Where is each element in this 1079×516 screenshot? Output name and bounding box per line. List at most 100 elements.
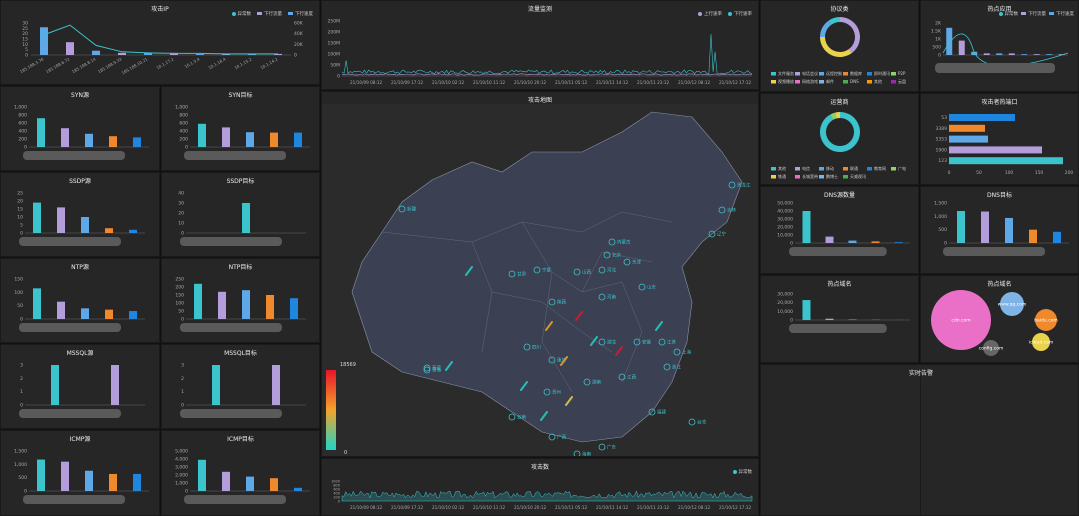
bar	[996, 53, 1003, 55]
y-tick-label: 0	[24, 489, 27, 495]
legend-label: 铁通	[778, 173, 786, 179]
legend-item[interactable]: 下行速度	[288, 11, 313, 17]
ssdp-src-panel: SSDP源 25 20 15 10 5 0	[0, 172, 160, 257]
city-marker	[638, 283, 646, 291]
ntp-dst-panel: NTP目标 250 200 150 100 50 0	[161, 258, 320, 343]
city-marker	[673, 348, 681, 356]
donut-slice	[820, 20, 832, 37]
y-tick-label: 500	[938, 227, 947, 233]
x-tick-label: 21/10/12 17:12	[719, 505, 752, 510]
syn-src-title: SYN源	[71, 92, 89, 99]
city-label: 陕西	[557, 299, 566, 306]
bar	[57, 301, 65, 319]
y-tick-label: 1,000	[175, 481, 188, 487]
bar	[294, 132, 302, 147]
y2-tick-label: 0	[294, 53, 297, 59]
bar	[105, 309, 113, 319]
live-alert-panel: 实时告警	[760, 364, 1079, 516]
ssdp-src-title: SSDP源	[69, 178, 91, 185]
bar	[61, 128, 69, 147]
legend-swatch	[795, 167, 800, 171]
bubble-label: config.com	[979, 346, 1004, 352]
ntp-src-title: NTP源	[71, 264, 89, 271]
x-tick-label: 21/10/10 02:12	[432, 80, 465, 85]
speed-line	[43, 24, 278, 55]
y-tick-label: 20	[178, 211, 184, 217]
x-tick-label: 100	[1005, 170, 1014, 176]
domain-bubble	[1035, 309, 1057, 331]
bar	[40, 27, 48, 55]
y-tick-label: 200	[175, 285, 184, 291]
legend-item[interactable]: 下行速度	[1049, 11, 1074, 17]
y-tick-label: 30,000	[777, 217, 793, 223]
y-tick-label: 500	[932, 45, 941, 51]
y-tick-label: 150	[14, 277, 23, 283]
legend-swatch	[843, 167, 848, 171]
bubble-label: www.qq.com	[998, 303, 1027, 308]
y-tick-label: 50	[178, 309, 184, 315]
y-tick-label: 25	[17, 191, 23, 197]
ssdp-src-chart: 25 20 15 10 5 0	[17, 191, 145, 246]
y-tick-label: 1,500	[934, 201, 947, 207]
legend-item[interactable]: 异常数	[231, 11, 251, 17]
top-app-title: 热点应用	[987, 6, 1012, 13]
city-marker	[598, 443, 606, 451]
bar	[111, 365, 119, 405]
legend-item[interactable]: 异常数	[732, 469, 752, 475]
x-tick-label: 50	[976, 170, 982, 176]
legend-item[interactable]: 下行流量	[257, 11, 282, 17]
legend-label: 其他	[874, 78, 882, 84]
bar	[109, 473, 117, 491]
bar	[222, 471, 230, 491]
redacted-labels	[935, 63, 1055, 73]
legend-item[interactable]: 下行流量	[1021, 11, 1046, 17]
legend-label: 联通	[850, 165, 858, 171]
bar	[825, 318, 834, 320]
legend-swatch	[843, 72, 848, 76]
y-tick-label: 0	[181, 403, 184, 409]
redacted-labels	[23, 495, 125, 504]
legend-swatch	[771, 72, 776, 76]
city-marker	[423, 364, 431, 372]
y-tick-label: 1K	[935, 37, 942, 43]
bar	[198, 459, 206, 491]
y-tick-label: 0	[938, 53, 941, 59]
city-marker	[598, 293, 606, 301]
province-border	[581, 251, 653, 293]
live-alert-title: 实时告警	[909, 370, 934, 377]
y-tick-label: 50M	[330, 63, 340, 69]
bar	[66, 42, 74, 55]
attack-streak	[445, 361, 453, 371]
legend-item[interactable]: 异常数	[998, 11, 1018, 17]
y-tick-label: 0	[181, 317, 184, 323]
y-tick-label: 400	[179, 129, 188, 135]
y-tick-label: 30,000	[777, 292, 793, 298]
count-area	[341, 490, 753, 502]
bar	[196, 53, 204, 55]
bar	[802, 211, 811, 243]
legend-item[interactable]: 上行速率	[698, 11, 722, 17]
x-tick-label: 21/10/10 20:12	[514, 80, 547, 85]
legend-item[interactable]: 下行速率	[728, 11, 752, 17]
attack-count-legend: 异常数	[732, 469, 752, 475]
y-tick-label: 600	[333, 488, 340, 492]
x-tick-label: 185.188.10.21	[121, 56, 149, 75]
y-tick-label: 0	[944, 241, 947, 247]
protocol-panel: 协议类 文件服务 电话会议 远程控制 数据库 即时通讯 P2P 视频播放 网络游戏 邮件 DNS 其…	[760, 0, 919, 92]
y-tick-label: 200	[179, 137, 188, 143]
bar	[270, 132, 278, 147]
bar	[51, 365, 59, 405]
x-tick-label: 21/10/11 23:12	[637, 80, 670, 85]
y-tick-label: 0	[790, 318, 793, 324]
y-tick-label: 1000	[331, 480, 340, 484]
city-label: 新疆	[407, 206, 416, 213]
traffic-chart: 250M 200M 150M 100M 50M 0 21/10/09 08:12 21/10/…	[328, 19, 753, 85]
bar	[37, 459, 45, 491]
y-tick-label: 0	[24, 145, 27, 151]
bar	[802, 300, 811, 320]
hot-domain2-panel: 热点域名 cdn.com www.qq.com baidu.com icloud.co…	[920, 275, 1079, 363]
city-marker	[543, 388, 551, 396]
city-label: 上海	[682, 349, 691, 356]
